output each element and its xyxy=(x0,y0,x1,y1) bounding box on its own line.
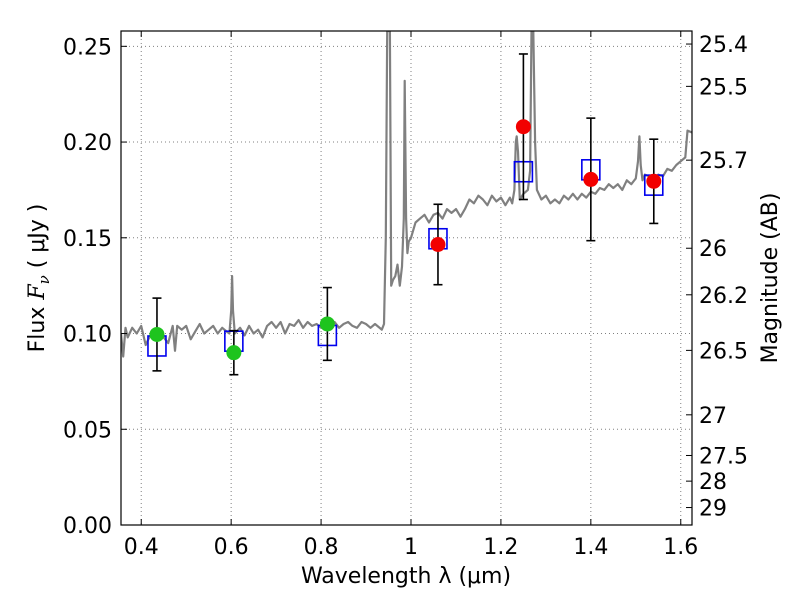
x-tick-label: 1 xyxy=(404,535,418,560)
nir-data-point xyxy=(430,236,446,252)
nir-data-point xyxy=(646,173,662,189)
y-axis-label-subscript: ν xyxy=(35,275,53,284)
y-tick-labels: 0.00 0.05 0.10 0.15 0.20 0.25 xyxy=(63,35,112,539)
x-tick-label: 1.4 xyxy=(573,535,608,560)
plot-area xyxy=(121,31,692,376)
mag-tick-label: 25.4 xyxy=(699,33,748,58)
y-tick-label: 0.20 xyxy=(63,131,112,156)
mag-tick-label: 27.5 xyxy=(699,444,748,469)
y-tick-label: 0.05 xyxy=(63,418,112,443)
x-tick-label: 1.2 xyxy=(483,535,518,560)
nir-data-point xyxy=(583,171,599,187)
mag-tick-label: 25.5 xyxy=(699,75,748,100)
y-axis-label-symbol: F xyxy=(25,284,50,301)
optical-data-point xyxy=(149,326,165,342)
x-tick-label: 0.8 xyxy=(304,535,339,560)
x-tick-labels: 0.4 0.6 0.8 1 1.2 1.4 1.6 xyxy=(124,535,699,560)
optical-data-point xyxy=(319,316,335,332)
axis-ticks xyxy=(121,31,692,526)
x-tick-label: 0.6 xyxy=(214,535,249,560)
y-tick-label: 0.10 xyxy=(63,323,112,348)
mag-tick-label: 26.5 xyxy=(699,339,748,364)
mag-tick-label: 29 xyxy=(699,497,727,522)
nir-data-point xyxy=(515,119,531,135)
y-axis-label-prefix: Flux xyxy=(25,300,50,353)
mag-tick-label: 25.7 xyxy=(699,149,748,174)
mag-tick-label: 28 xyxy=(699,470,727,495)
y-tick-label: 0.00 xyxy=(63,514,112,539)
y-axis-label: Flux Fν ( μJy ) xyxy=(25,204,53,353)
y-axis-label-suffix: ( μJy ) xyxy=(25,204,50,276)
optical-data-point xyxy=(226,345,242,361)
y-tick-label: 0.25 xyxy=(63,35,112,60)
mag-tick-label: 27 xyxy=(699,404,727,429)
x-tick-label: 0.4 xyxy=(124,535,159,560)
mag-tick-label: 26.2 xyxy=(699,284,748,309)
y-tick-label: 0.15 xyxy=(63,227,112,252)
right-axis-label: Magnitude (AB) xyxy=(758,193,783,364)
model-spectrum-line xyxy=(121,31,692,358)
plot-frame xyxy=(120,30,693,526)
mag-tick-label: 26 xyxy=(699,237,727,262)
observed-points xyxy=(149,119,662,361)
x-tick-label: 1.6 xyxy=(663,535,698,560)
x-axis-label: Wavelength λ (μm) xyxy=(301,564,511,589)
